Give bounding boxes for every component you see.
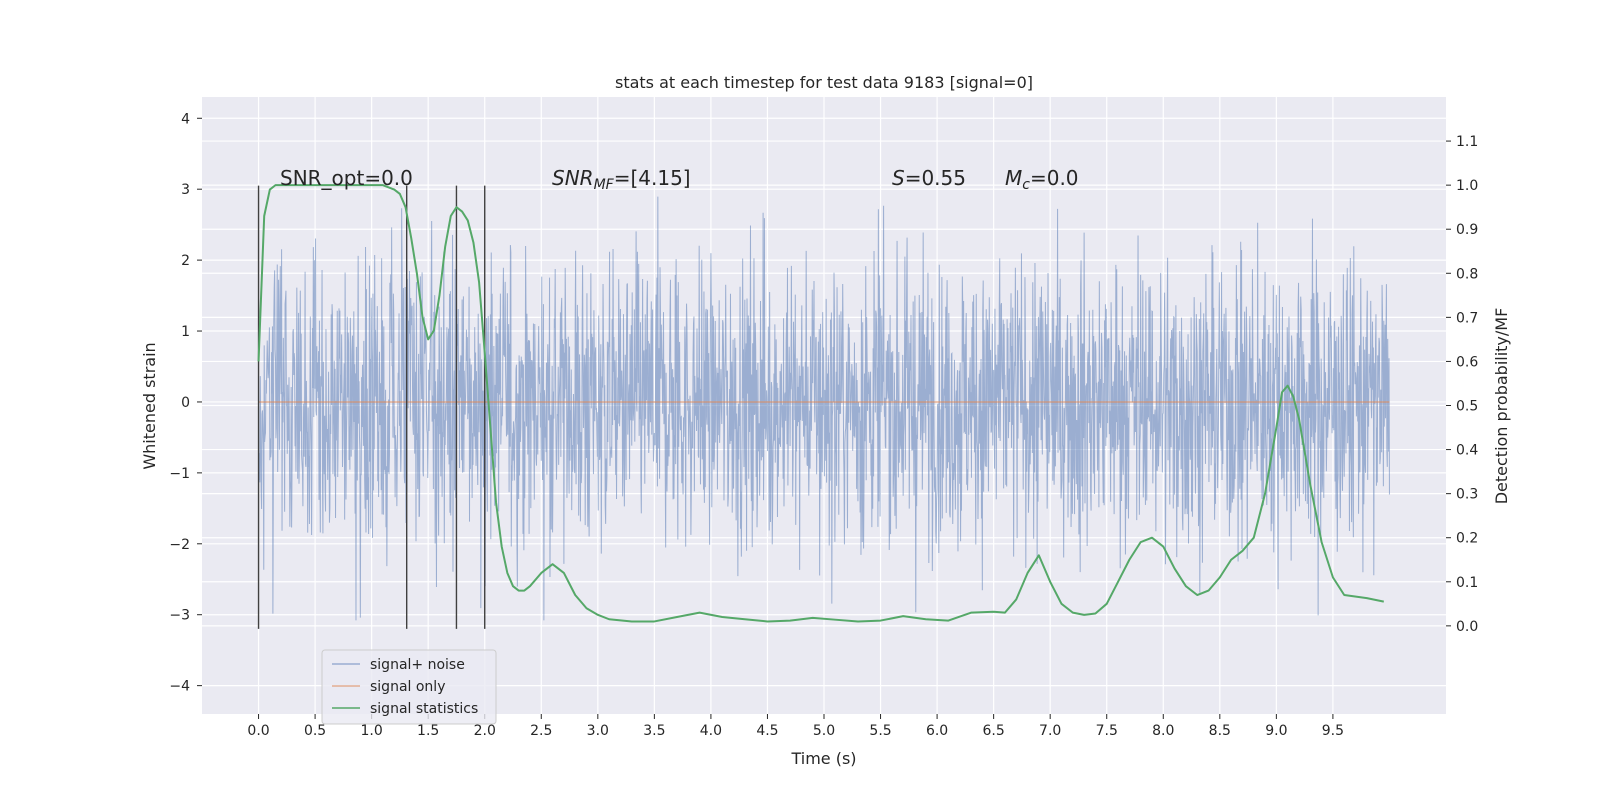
annotation-snr-mf: SNRMF=[4.15] [552,166,691,193]
y-tick-label-right: 0.9 [1456,222,1478,238]
legend-label-signal-only: signal only [370,679,445,695]
y-tick-label-left: −3 [169,608,190,624]
y-tick-label-left: −4 [169,679,190,695]
y-tick-label-right: 0.2 [1456,531,1478,547]
annotation-mc: Mc=0.0 [1005,166,1079,193]
x-tick-label: 8.5 [1209,723,1231,739]
x-tick-label: 2.5 [530,723,552,739]
annotation-s: S=0.55 [892,166,966,190]
mc-value: =0.0 [1030,166,1079,190]
x-tick-label: 3.0 [587,723,609,739]
y-tick-label-right: 1.1 [1456,134,1478,150]
annotation-snr-opt: SNR_opt=0.0 [280,166,413,190]
x-tick-label: 5.5 [869,723,891,739]
signal-noise-series [258,196,1390,621]
x-tick-label: 7.5 [1096,723,1118,739]
y-ticks-right: 1.1 1.0 0.9 0.8 0.7 0.6 0.5 0.4 0.3 0.2 0.1 0.0 [1446,134,1478,635]
snr-mf-subscript: MF [594,177,615,193]
x-tick-label: 9.0 [1265,723,1287,739]
snr-mf-symbol: SNR [552,166,594,190]
y-tick-label-left: 1 [181,324,190,340]
x-tick-label: 7.0 [1039,723,1061,739]
signal-noise-line [258,196,1390,621]
x-tick-label: 6.5 [983,723,1005,739]
mc-symbol: M [1005,166,1022,190]
y-tick-label-left: −1 [169,466,190,482]
y-tick-label-left: 2 [181,253,190,269]
y-ticks-left: 4 3 2 1 0 −1 −2 −3 −4 [169,111,202,695]
x-tick-label: 3.5 [643,723,665,739]
y-tick-label-left: 3 [181,182,190,198]
legend: signal+ noise signal only signal statist… [321,649,497,725]
x-tick-label: 8.0 [1152,723,1174,739]
y-tick-label-right: 0.3 [1456,487,1478,503]
x-tick-label: 9.5 [1322,723,1344,739]
y-tick-label-left: −2 [169,537,190,553]
x-axis-label: Time (s) [790,749,856,768]
mc-subscript: c [1022,177,1030,193]
marker-lines [257,185,486,629]
signal-statistics-line [257,184,1385,623]
y-axis-label-left: Whitened strain [140,342,159,469]
x-ticks: 0.0 0.5 1.0 1.5 2.0 2.5 3.0 3.5 4.0 4.5 5.0 5.5 6.0 6… [247,714,1344,739]
legend-label-signal-statistics: signal statistics [370,701,478,717]
signal-statistics-series [257,184,1385,623]
x-tick-label: 0.5 [304,723,326,739]
y-tick-label-right: 0.0 [1456,619,1478,635]
legend-label-signal-noise: signal+ noise [370,657,465,673]
y-tick-label-right: 0.7 [1456,310,1478,326]
y-tick-label-right: 0.4 [1456,443,1478,459]
x-tick-label: 4.0 [700,723,722,739]
y-tick-label-right: 1.0 [1456,178,1478,194]
chart-title: stats at each timestep for test data 918… [615,73,1033,92]
s-symbol: S [892,166,905,190]
y-tick-label-right: 0.6 [1456,354,1478,370]
y-tick-label-right: 0.1 [1456,575,1478,591]
y-tick-label-left: 4 [181,111,190,127]
snr-mf-value: =[4.15] [614,166,691,190]
y-tick-label-right: 0.5 [1456,399,1478,415]
y-tick-label-right: 0.8 [1456,266,1478,282]
x-tick-label: 4.5 [756,723,778,739]
x-tick-label: 1.5 [417,723,439,739]
y-tick-label-left: 0 [181,395,190,411]
x-tick-label: 6.0 [926,723,948,739]
legend-box [321,649,497,725]
y-axis-label-right: Detection probability/MF [1492,308,1511,505]
x-tick-label: 0.0 [247,723,269,739]
x-tick-label: 5.0 [813,723,835,739]
s-value: =0.55 [905,166,966,190]
x-tick-label: 1.0 [361,723,383,739]
x-tick-label: 2.0 [474,723,496,739]
